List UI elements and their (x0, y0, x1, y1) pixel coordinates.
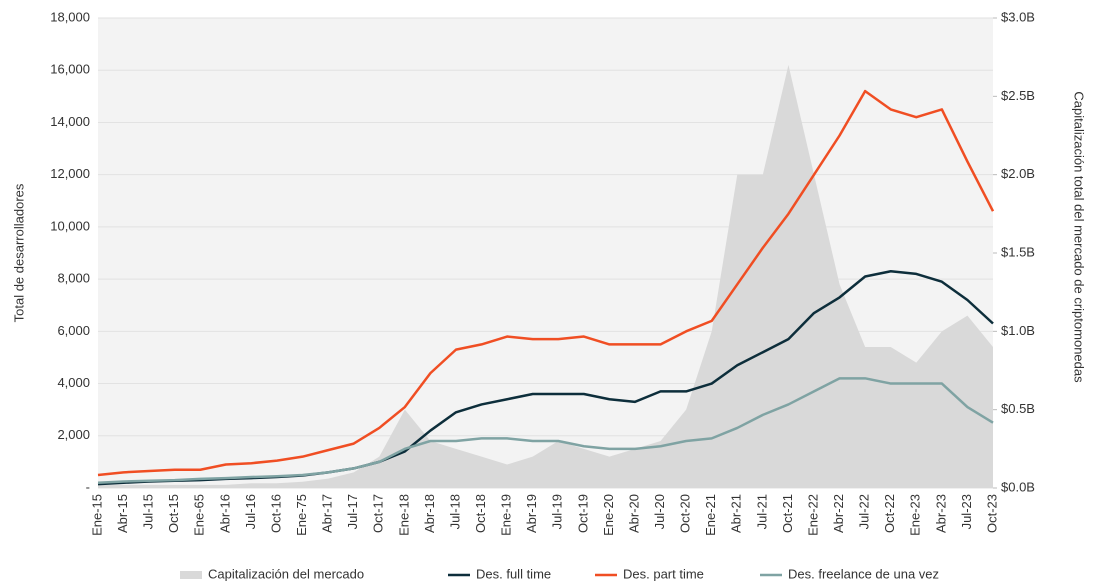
x-tick-label: Abr-23 (933, 494, 948, 533)
y-tick-label: 6,000 (57, 323, 90, 338)
legend-label: Des. full time (476, 566, 551, 581)
x-tick-label: Ene-21 (703, 494, 718, 536)
y-axis-label: Total de desarrolladores (11, 183, 26, 322)
x-tick-label: Oct-20 (678, 494, 693, 533)
x-tick-label: Ene-20 (601, 494, 616, 536)
x-tick-label: Abr-15 (115, 494, 130, 533)
y-tick-label: 2,000 (57, 427, 90, 442)
x-tick-label: Ene-19 (499, 494, 514, 536)
legend-label: Capitalización del mercado (208, 566, 364, 581)
x-tick-label: Abr-17 (320, 494, 335, 533)
x-tick-label: Abr-22 (831, 494, 846, 533)
x-tick-label: Jul-23 (959, 494, 974, 529)
x-tick-label: Abr-16 (217, 494, 232, 533)
x-tick-label: Abr-19 (524, 494, 539, 533)
y2-tick-label: $0.5B (1001, 401, 1035, 416)
y-tick-label: 18,000 (50, 9, 90, 24)
x-tick-label: Ene-65 (192, 494, 207, 536)
x-tick-label: Jul-18 (447, 494, 462, 529)
y-tick-label: 14,000 (50, 114, 90, 129)
legend-label: Des. freelance de una vez (788, 566, 939, 581)
x-tick-label: Jul-17 (345, 494, 360, 529)
x-tick-label: Oct-21 (780, 494, 795, 533)
x-tick-label: Jul-20 (652, 494, 667, 529)
y2-tick-label: $1.5B (1001, 244, 1035, 259)
y-tick-label: 16,000 (50, 62, 90, 77)
legend-label: Des. part time (623, 566, 704, 581)
y-tick-label: 12,000 (50, 166, 90, 181)
x-tick-label: Oct-17 (371, 494, 386, 533)
x-tick-label: Ene-18 (396, 494, 411, 536)
x-tick-label: Oct-16 (268, 494, 283, 533)
x-tick-label: Jul-21 (754, 494, 769, 529)
x-tick-label: Ene-22 (805, 494, 820, 536)
x-tick-label: Abr-18 (422, 494, 437, 533)
x-tick-label: Jul-19 (550, 494, 565, 529)
x-tick-label: Abr-21 (729, 494, 744, 533)
x-tick-label: Oct-18 (473, 494, 488, 533)
y-tick-label: 8,000 (57, 271, 90, 286)
x-tick-label: Oct-23 (984, 494, 999, 533)
x-tick-label: Abr-20 (626, 494, 641, 533)
x-tick-label: Oct-22 (882, 494, 897, 533)
y2-tick-label: $2.5B (1001, 88, 1035, 103)
area (98, 65, 993, 488)
x-tick-label: Ene-15 (89, 494, 104, 536)
y2-axis-label: Capitalización total del mercado de crip… (1072, 91, 1087, 383)
x-tick-label: Ene-23 (908, 494, 923, 536)
y2-tick-label: $1.0B (1001, 323, 1035, 338)
x-tick-label: Jul-22 (857, 494, 872, 529)
x-tick-label: Oct-15 (166, 494, 181, 533)
y-tick-label: 10,000 (50, 218, 90, 233)
y2-tick-label: $2.0B (1001, 166, 1035, 181)
y2-tick-label: $3.0B (1001, 9, 1035, 24)
x-tick-label: Jul-16 (243, 494, 258, 529)
line (97, 89, 995, 477)
x-tick-label: Jul-15 (141, 494, 156, 529)
line (97, 377, 994, 485)
y2-tick-label: $0.0B (1001, 479, 1035, 494)
legend-swatch (180, 571, 202, 579)
x-tick-label: Ene-75 (294, 494, 309, 536)
y-tick-label: - (86, 479, 90, 494)
y-tick-label: 4,000 (57, 375, 90, 390)
x-tick-label: Oct-19 (575, 494, 590, 533)
